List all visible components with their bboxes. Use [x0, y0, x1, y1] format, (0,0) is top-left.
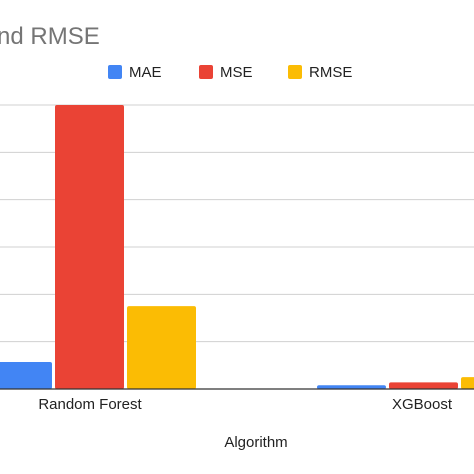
legend-item-mae: MAE	[108, 64, 162, 81]
x-axis-title: Algorithm	[224, 434, 287, 451]
legend: MAE MSE RMSE	[108, 64, 352, 81]
legend-swatch	[288, 65, 302, 79]
bar-mse-0	[55, 105, 124, 389]
bar-mae-0	[0, 362, 52, 389]
x-tick-label: XGBoost	[392, 396, 453, 413]
x-tick-label: Random Forest	[38, 396, 142, 413]
legend-label: MAE	[129, 64, 162, 81]
chart-title: nd RMSE	[0, 23, 100, 50]
bar-mae-1	[317, 385, 386, 389]
legend-item-rmse: RMSE	[288, 64, 352, 81]
x-tick-labels: Random Forest XGBoost	[38, 396, 453, 413]
legend-item-mse: MSE	[199, 64, 253, 81]
legend-label: RMSE	[309, 64, 352, 81]
bar-rmse-0	[127, 306, 196, 389]
legend-label: MSE	[220, 64, 253, 81]
bar-rmse-1	[461, 377, 474, 389]
bar-mse-1	[389, 382, 458, 389]
legend-swatch	[108, 65, 122, 79]
bars	[0, 105, 474, 389]
legend-swatch	[199, 65, 213, 79]
